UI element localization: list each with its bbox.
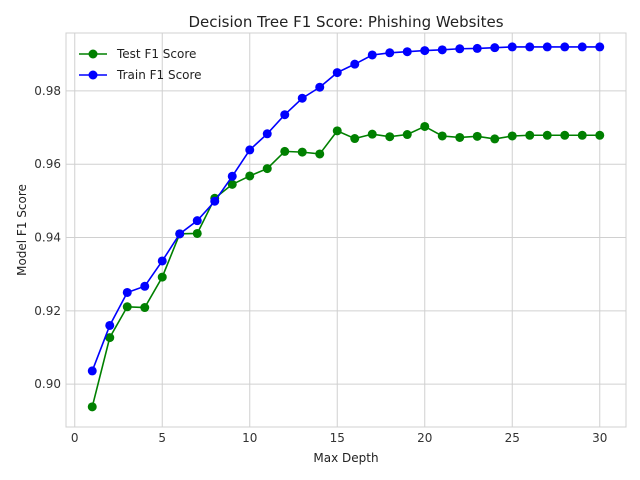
series-test-point <box>385 132 395 142</box>
x-tick-label: 30 <box>592 431 607 445</box>
series-test-point <box>472 131 482 141</box>
x-axis-label: Max Depth <box>313 451 378 465</box>
series-train-point <box>560 42 570 52</box>
y-tick-label: 0.94 <box>34 231 61 245</box>
legend: Test F1 Score Train F1 Score <box>79 47 202 82</box>
series-test-point <box>402 130 412 140</box>
series-train-point <box>245 145 255 155</box>
x-tick-label: 25 <box>505 431 520 445</box>
y-tick-label: 0.98 <box>34 84 61 98</box>
series-test-point <box>507 131 517 141</box>
x-tick-label: 20 <box>417 431 432 445</box>
y-tick-label: 0.96 <box>34 157 61 171</box>
series-train-point <box>455 44 465 54</box>
series-test-point <box>420 121 430 131</box>
series-train-point <box>402 47 412 57</box>
series-train-point <box>577 42 587 52</box>
x-tick-label: 5 <box>158 431 166 445</box>
series-test-point <box>157 272 167 282</box>
series-test-point <box>437 131 447 141</box>
series-train <box>87 42 605 376</box>
axes-border <box>65 32 627 428</box>
series-train-point <box>595 42 605 52</box>
series-test-point <box>262 164 272 174</box>
legend-train-marker <box>88 70 98 80</box>
y-tick-label: 0.90 <box>34 377 61 391</box>
series-test-point <box>297 147 307 157</box>
series-train-point <box>192 216 202 226</box>
series-layer <box>87 42 605 412</box>
y-tick-label: 0.92 <box>34 304 61 318</box>
series-test-point <box>315 149 325 159</box>
series-train-point <box>210 196 220 206</box>
series-test-point <box>227 179 237 189</box>
legend-train-label: Train F1 Score <box>116 68 202 82</box>
series-train-point <box>175 229 185 239</box>
grid-lines <box>66 33 626 427</box>
series-test-point <box>577 130 587 140</box>
series-train-point <box>157 256 167 266</box>
series-test-point <box>105 333 115 343</box>
series-train-point <box>332 68 342 78</box>
series-test-point <box>122 302 132 312</box>
series-test-point <box>245 171 255 181</box>
x-tick-label: 0 <box>71 431 79 445</box>
series-test-point <box>455 132 465 142</box>
legend-test-label: Test F1 Score <box>116 47 196 61</box>
x-tick-labels: 0 5 10 15 20 25 30 <box>71 431 607 445</box>
series-train-point <box>437 45 447 55</box>
series-train-point <box>297 93 307 103</box>
series-test-point <box>490 134 500 144</box>
series-test-point <box>595 130 605 140</box>
series-train-point <box>385 48 395 58</box>
y-axis-label: Model F1 Score <box>15 184 29 276</box>
series-test-point <box>560 130 570 140</box>
series-test-point <box>192 228 202 238</box>
series-train-point <box>122 287 132 297</box>
series-train-point <box>542 42 552 52</box>
chart-title: Decision Tree F1 Score: Phishing Website… <box>188 13 503 31</box>
plot-area <box>66 33 626 427</box>
series-train-point <box>472 43 482 53</box>
series-train-point <box>420 46 430 56</box>
axes-frame <box>65 32 627 428</box>
series-train-point <box>507 42 517 52</box>
series-train-point <box>87 366 97 376</box>
series-train-point <box>105 320 115 330</box>
series-train-point <box>525 42 535 52</box>
series-test-point <box>280 146 290 156</box>
series-test-point <box>367 129 377 139</box>
series-test-point <box>140 303 150 313</box>
series-train-point <box>490 43 500 53</box>
legend-test-marker <box>88 49 98 59</box>
series-test-point <box>332 126 342 136</box>
x-tick-label: 10 <box>242 431 257 445</box>
series-test-point <box>350 134 360 144</box>
series-train-point <box>350 59 360 69</box>
series-train-point <box>227 171 237 181</box>
series-test <box>87 121 605 412</box>
series-train-point <box>315 82 325 92</box>
y-tick-labels: 0.90 0.92 0.94 0.96 0.98 <box>34 84 61 391</box>
x-tick-label: 15 <box>330 431 345 445</box>
series-train-point <box>140 281 150 291</box>
series-test-point <box>87 402 97 412</box>
series-train-point <box>262 129 272 139</box>
series-train-point <box>280 110 290 120</box>
series-test-point <box>542 130 552 140</box>
series-train-point <box>367 50 377 60</box>
series-test-point <box>525 130 535 140</box>
